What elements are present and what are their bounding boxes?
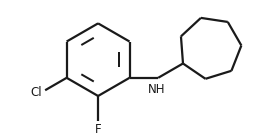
Text: NH: NH — [147, 83, 165, 96]
Text: Cl: Cl — [30, 86, 42, 99]
Text: F: F — [95, 123, 101, 136]
